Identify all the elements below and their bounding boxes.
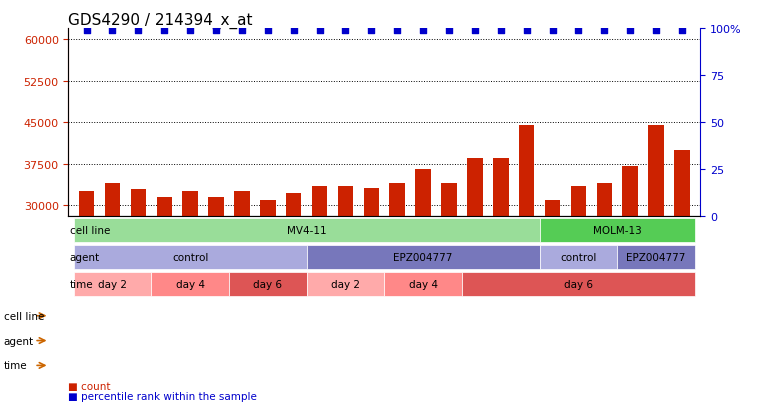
- Point: [210, 28, 222, 34]
- Point: [676, 28, 688, 34]
- Text: cell line: cell line: [4, 311, 44, 321]
- Point: [391, 28, 403, 34]
- Point: [469, 28, 481, 34]
- Text: MV4-11: MV4-11: [287, 225, 326, 235]
- Point: [365, 28, 377, 34]
- Text: ■ percentile rank within the sample: ■ percentile rank within the sample: [68, 392, 257, 401]
- FancyBboxPatch shape: [74, 245, 307, 269]
- Bar: [286, 194, 301, 372]
- Text: day 6: day 6: [564, 279, 593, 289]
- Bar: [234, 192, 250, 372]
- Bar: [622, 167, 638, 372]
- Text: EPZ004777: EPZ004777: [393, 252, 453, 262]
- FancyBboxPatch shape: [74, 218, 540, 242]
- Bar: [597, 184, 612, 372]
- Text: control: control: [172, 252, 209, 262]
- Text: cell line: cell line: [70, 225, 110, 235]
- Point: [572, 28, 584, 34]
- Point: [521, 28, 533, 34]
- Point: [107, 28, 119, 34]
- FancyBboxPatch shape: [617, 245, 695, 269]
- Text: ■ count: ■ count: [68, 381, 111, 391]
- Bar: [157, 197, 172, 372]
- Text: control: control: [560, 252, 597, 262]
- Point: [546, 28, 559, 34]
- Bar: [441, 184, 457, 372]
- Text: time: time: [4, 361, 27, 370]
- FancyBboxPatch shape: [540, 245, 617, 269]
- Point: [288, 28, 300, 34]
- Bar: [312, 186, 327, 372]
- Point: [314, 28, 326, 34]
- Bar: [183, 192, 198, 372]
- Text: time: time: [70, 279, 94, 289]
- FancyBboxPatch shape: [151, 272, 229, 296]
- Point: [184, 28, 196, 34]
- Bar: [493, 159, 508, 372]
- Bar: [545, 200, 560, 372]
- Text: agent: agent: [4, 336, 34, 346]
- Text: day 4: day 4: [409, 279, 438, 289]
- Point: [650, 28, 662, 34]
- Point: [624, 28, 636, 34]
- Point: [495, 28, 507, 34]
- Bar: [674, 150, 689, 372]
- Point: [339, 28, 352, 34]
- Point: [417, 28, 429, 34]
- Bar: [364, 188, 379, 372]
- FancyBboxPatch shape: [307, 245, 540, 269]
- Bar: [416, 170, 431, 372]
- FancyBboxPatch shape: [307, 272, 384, 296]
- Text: agent: agent: [70, 252, 100, 262]
- Point: [132, 28, 145, 34]
- Bar: [209, 197, 224, 372]
- Text: EPZ004777: EPZ004777: [626, 252, 686, 262]
- Bar: [467, 159, 482, 372]
- Point: [158, 28, 170, 34]
- Text: GDS4290 / 214394_x_at: GDS4290 / 214394_x_at: [68, 13, 253, 29]
- Text: day 4: day 4: [176, 279, 205, 289]
- Text: day 2: day 2: [331, 279, 360, 289]
- Point: [262, 28, 274, 34]
- FancyBboxPatch shape: [540, 218, 695, 242]
- Text: day 6: day 6: [253, 279, 282, 289]
- FancyBboxPatch shape: [74, 272, 151, 296]
- FancyBboxPatch shape: [384, 272, 462, 296]
- Bar: [519, 126, 534, 372]
- Bar: [79, 192, 94, 372]
- Bar: [390, 184, 405, 372]
- FancyBboxPatch shape: [462, 272, 695, 296]
- Point: [598, 28, 610, 34]
- Point: [443, 28, 455, 34]
- Bar: [105, 184, 120, 372]
- Bar: [338, 186, 353, 372]
- Bar: [131, 189, 146, 372]
- FancyBboxPatch shape: [229, 272, 307, 296]
- Point: [81, 28, 93, 34]
- Text: MOLM-13: MOLM-13: [593, 225, 642, 235]
- Bar: [260, 200, 275, 372]
- Bar: [648, 126, 664, 372]
- Point: [236, 28, 248, 34]
- Text: day 2: day 2: [98, 279, 127, 289]
- Bar: [571, 186, 586, 372]
